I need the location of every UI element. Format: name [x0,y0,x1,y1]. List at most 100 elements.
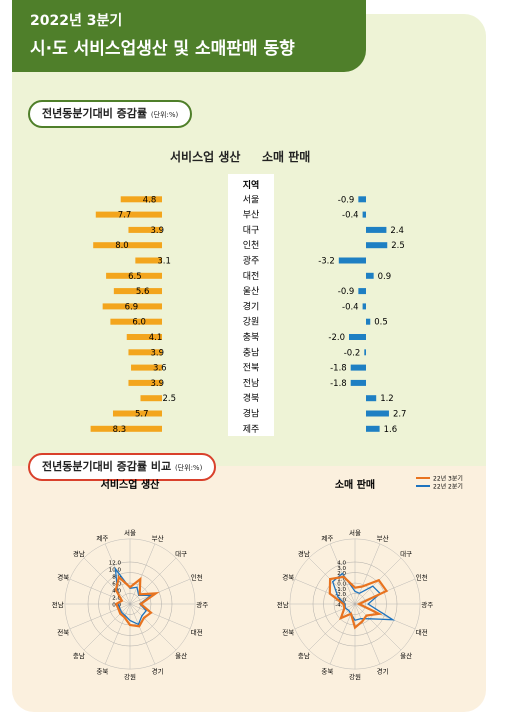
service-column-header: 서비스업 생산 [170,150,241,164]
retail-bar [358,196,366,203]
service-value-label: 7.7 [118,211,132,221]
radar-axis-label: 충남 [298,651,310,660]
radar-spoke [83,557,131,605]
radar-series-line [114,575,160,628]
service-bar [95,211,162,218]
retail-value-label: -0.9 [338,195,355,205]
retail-bar [350,364,366,371]
radar-axis-label: 서울 [349,528,361,537]
radar-axis-label: 경남 [73,549,85,558]
retail-value-label: 0.9 [378,272,392,282]
retail-bar [349,334,366,340]
service-value-label: 2.5 [163,394,177,404]
radar-axis-label: 전북 [282,628,294,637]
radar-axis-label: 광주 [421,601,433,609]
retail-bar [362,303,366,310]
radar-series-line [328,575,389,630]
legend-label: 22년 3분기 [433,475,463,483]
radar-axis-label: 전북 [57,628,69,637]
retail-bar [350,379,366,386]
radar-axis-label: 대구 [175,550,187,558]
region-label: 울산 [243,286,260,297]
service-bar [128,379,162,386]
radar-tick-label: 12.0 [109,561,122,567]
radar-spoke [129,557,177,605]
region-label: 서울 [243,194,260,205]
radar-axis-label: 충남 [73,651,85,660]
radar-spoke [83,603,131,651]
region-column-bg [228,174,274,436]
service-bar [128,226,162,233]
service-value-label: 3.1 [157,257,171,267]
radar-axis-label: 서울 [124,528,136,537]
radar-axis-label: 전남 [52,600,64,609]
region-header: 지역 [243,179,260,191]
service-value-label: 6.0 [132,318,146,328]
radar-axis-label: 전남 [277,600,289,609]
retail-bar [364,349,366,356]
radar-axis-label: 제주 [321,534,333,542]
retail-value-label: 0.5 [374,318,388,328]
radar-spoke [69,578,131,605]
region-label: 대구 [243,225,260,236]
radar-axis-label: 충북 [96,667,108,676]
retail-value-label: 2.5 [391,241,405,251]
radar-title: 서비스업 생산 [101,478,160,491]
service-bar [106,272,162,279]
radar-tick-label: 3.0 [337,566,346,572]
retail-bar [358,288,366,295]
bottom-panel [12,466,486,712]
radar-series-line [331,572,396,622]
radar-spoke [354,603,402,651]
service-value-label: 4.8 [143,195,157,205]
radar-axis-label: 제주 [96,534,108,542]
radar-axis-label: 대전 [416,628,428,637]
radar-axis-label: 경북 [282,572,294,581]
retail-bar [366,242,388,249]
service-bar [110,318,162,325]
radar-tick-label: 1.0 [337,576,346,582]
retail-value-label: -0.4 [342,302,359,312]
service-bar [90,425,162,432]
region-label: 제주 [243,424,260,435]
retail-value-label: 1.2 [380,394,394,404]
radar-spoke [354,603,416,630]
radar-spoke [129,603,177,651]
radar-spoke [294,578,356,605]
section1-unit: (단위:%) [150,111,179,119]
region-label: 인천 [243,240,260,251]
service-value-label: 3.9 [150,348,164,358]
section2-title: 전년동분기대비 증감률 비교 [42,460,172,473]
retail-bar [366,272,374,279]
radar-spoke [308,603,356,651]
service-bar [131,364,162,371]
retail-value-label: 2.4 [390,226,404,236]
radar-axis-label: 울산 [175,651,187,660]
region-label: 강원 [243,317,260,328]
retail-bar [366,318,371,325]
service-bar [126,334,162,340]
service-value-label: 3.6 [153,364,167,374]
retail-column-header: 소매 판매 [262,150,311,164]
section1-title-bubble: 전년동분기대비 증감률 (단위:%) [28,100,193,128]
service-bar [102,303,162,310]
region-label: 대전 [243,271,260,282]
retail-value-label: -0.2 [344,348,361,358]
service-value-label: 3.9 [150,379,164,389]
retail-bar [338,257,366,264]
radar-axis-label: 대전 [191,628,203,637]
radar-spoke [354,603,381,665]
retail-value-label: -1.8 [330,364,347,374]
section1-title: 전년동분기대비 증감률 [42,107,148,120]
radar-axis-label: 강원 [124,672,136,681]
retail-bar [366,425,380,432]
service-value-label: 5.6 [136,287,150,297]
radar-tick-label: 4.0 [337,561,346,567]
radar-axis-label: 인천 [191,572,203,581]
retail-bar [362,211,366,218]
region-label: 경기 [243,300,260,312]
radar-spoke [308,557,356,605]
banner-period: 2022년 3분기 [30,13,123,29]
radar-spoke [104,543,131,605]
